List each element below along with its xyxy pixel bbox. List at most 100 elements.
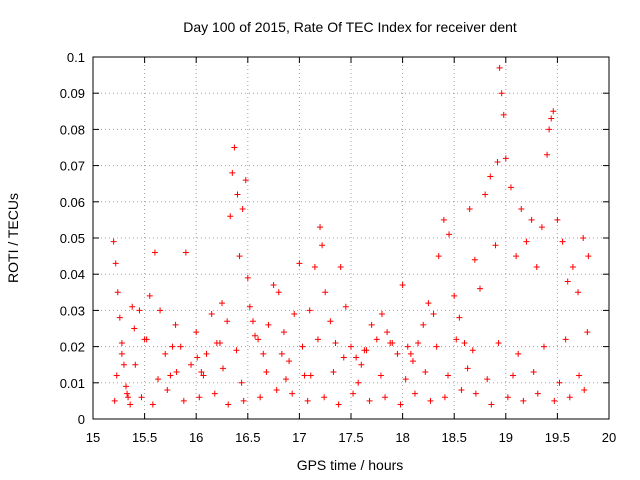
data-point bbox=[291, 311, 298, 318]
data-point bbox=[322, 289, 329, 296]
data-point bbox=[534, 390, 541, 397]
data-point bbox=[520, 397, 527, 404]
data-point bbox=[240, 397, 247, 404]
data-point bbox=[233, 347, 240, 354]
data-point bbox=[249, 318, 256, 325]
data-point bbox=[246, 303, 253, 310]
data-point bbox=[546, 126, 553, 133]
data-point bbox=[456, 314, 463, 321]
data-point bbox=[446, 231, 453, 238]
y-tick-label: 0.01 bbox=[60, 376, 85, 391]
data-point bbox=[358, 361, 365, 368]
data-point bbox=[415, 339, 422, 346]
data-point bbox=[304, 397, 311, 404]
data-point bbox=[496, 64, 503, 71]
data-point bbox=[554, 216, 561, 223]
data-point bbox=[335, 401, 342, 408]
y-tick-label: 0.05 bbox=[60, 231, 85, 246]
data-point bbox=[458, 387, 465, 394]
ticks-layer: 15 15.5 16 16.5 17 17.5 18 18.5 19 19.5 20 0 0.01 0.0… bbox=[60, 50, 617, 445]
data-point bbox=[387, 339, 394, 346]
data-point bbox=[523, 238, 530, 245]
data-point bbox=[368, 321, 375, 328]
data-point bbox=[469, 347, 476, 354]
data-point bbox=[242, 177, 249, 184]
data-point bbox=[507, 184, 514, 191]
data-point bbox=[265, 321, 272, 328]
x-tick-label: 16 bbox=[189, 430, 203, 445]
data-point bbox=[355, 379, 362, 386]
x-tick-label: 18 bbox=[395, 430, 409, 445]
data-point bbox=[143, 336, 150, 343]
data-point bbox=[113, 372, 120, 379]
data-point bbox=[528, 216, 535, 223]
data-point bbox=[495, 339, 502, 346]
data-point bbox=[466, 206, 473, 213]
data-point bbox=[580, 235, 587, 241]
data-point bbox=[575, 289, 582, 296]
data-point bbox=[397, 401, 404, 408]
data-point bbox=[314, 336, 321, 343]
data-point bbox=[430, 311, 437, 318]
data-point bbox=[420, 321, 427, 328]
data-point bbox=[340, 354, 347, 361]
data-point bbox=[533, 263, 540, 270]
data-point bbox=[129, 303, 136, 310]
data-point bbox=[296, 260, 303, 267]
data-point bbox=[203, 350, 210, 357]
data-point bbox=[317, 224, 324, 231]
x-tick-label: 17.5 bbox=[338, 430, 363, 445]
y-axis-label: ROTI / TECUs bbox=[5, 193, 21, 283]
data-point bbox=[342, 303, 349, 310]
data-point bbox=[231, 144, 238, 151]
data-point bbox=[548, 115, 555, 122]
data-point bbox=[411, 390, 418, 397]
data-point bbox=[518, 206, 525, 213]
data-point bbox=[366, 397, 373, 404]
y-tick-label: 0.04 bbox=[60, 267, 85, 282]
data-point bbox=[321, 394, 328, 401]
data-point bbox=[252, 332, 259, 339]
data-point bbox=[211, 390, 218, 397]
data-point bbox=[445, 372, 452, 379]
data-point bbox=[227, 213, 234, 220]
data-point bbox=[472, 390, 479, 397]
data-point bbox=[131, 325, 138, 332]
data-point bbox=[167, 372, 174, 379]
data-point bbox=[551, 397, 558, 404]
points-layer bbox=[110, 64, 592, 408]
y-tick-label: 0.07 bbox=[60, 159, 85, 174]
data-point bbox=[513, 253, 520, 260]
data-point bbox=[196, 394, 203, 401]
data-point bbox=[350, 390, 357, 397]
data-point bbox=[494, 158, 501, 165]
data-point bbox=[155, 376, 162, 383]
data-point bbox=[404, 343, 411, 350]
data-point bbox=[146, 292, 153, 299]
data-point bbox=[477, 285, 483, 292]
data-point bbox=[173, 368, 180, 375]
data-point bbox=[378, 311, 385, 318]
data-point bbox=[306, 307, 313, 314]
data-point bbox=[373, 336, 380, 343]
y-tick-label: 0 bbox=[78, 412, 85, 427]
data-point bbox=[566, 394, 573, 401]
y-tick-label: 0.06 bbox=[60, 195, 85, 210]
data-point bbox=[275, 289, 282, 296]
data-point bbox=[492, 242, 499, 249]
data-point bbox=[136, 307, 143, 314]
data-point bbox=[193, 329, 200, 336]
data-point bbox=[238, 379, 245, 386]
data-point bbox=[198, 368, 205, 375]
data-point bbox=[330, 368, 337, 375]
data-point bbox=[307, 372, 314, 379]
data-point bbox=[239, 206, 246, 213]
data-point bbox=[353, 354, 360, 361]
y-tick-label: 0.02 bbox=[60, 340, 85, 355]
data-point bbox=[299, 343, 306, 350]
data-point bbox=[151, 249, 158, 256]
x-tick-label: 20 bbox=[602, 430, 616, 445]
data-point bbox=[484, 376, 491, 383]
data-point bbox=[425, 300, 432, 307]
data-point bbox=[409, 358, 416, 365]
